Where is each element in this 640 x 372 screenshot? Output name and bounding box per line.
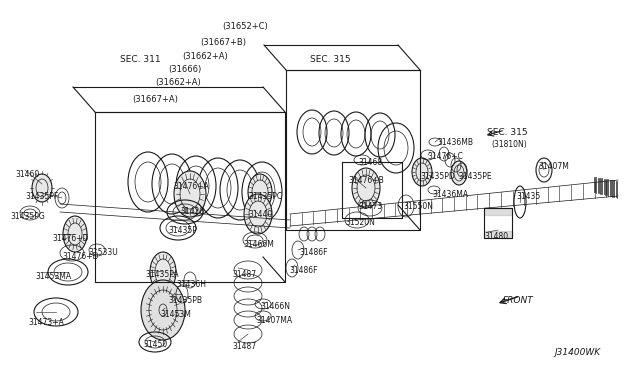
Text: 31435PB: 31435PB bbox=[168, 296, 202, 305]
Text: 31436H: 31436H bbox=[176, 280, 206, 289]
Ellipse shape bbox=[32, 174, 52, 202]
Text: SEC. 315: SEC. 315 bbox=[310, 55, 351, 64]
Text: 31435P: 31435P bbox=[168, 226, 197, 235]
Ellipse shape bbox=[141, 280, 185, 340]
Text: 31435PE: 31435PE bbox=[458, 172, 492, 181]
Ellipse shape bbox=[244, 194, 272, 234]
Text: 31466M: 31466M bbox=[243, 240, 274, 249]
Text: 31435PG: 31435PG bbox=[10, 212, 45, 221]
Text: 31473: 31473 bbox=[358, 202, 382, 211]
Text: 31476+B: 31476+B bbox=[348, 176, 384, 185]
Text: 31476+C: 31476+C bbox=[427, 152, 463, 161]
Text: (31667+B): (31667+B) bbox=[200, 38, 246, 47]
Text: 31468: 31468 bbox=[358, 158, 382, 167]
Text: 31550N: 31550N bbox=[403, 202, 433, 211]
Text: 31435PC: 31435PC bbox=[248, 192, 282, 201]
Text: 31487: 31487 bbox=[232, 270, 256, 279]
Ellipse shape bbox=[248, 174, 272, 210]
Text: (31662+A): (31662+A) bbox=[182, 52, 228, 61]
Text: SEC. 315: SEC. 315 bbox=[487, 128, 527, 137]
Ellipse shape bbox=[63, 216, 87, 252]
Text: (31667+A): (31667+A) bbox=[132, 95, 178, 104]
Text: 31476+A: 31476+A bbox=[173, 182, 209, 191]
Text: (31662+A): (31662+A) bbox=[155, 78, 201, 87]
Text: 31435PF: 31435PF bbox=[25, 192, 58, 201]
Ellipse shape bbox=[352, 168, 380, 208]
Text: 31407MA: 31407MA bbox=[256, 316, 292, 325]
Text: 31453M: 31453M bbox=[160, 310, 191, 319]
Text: 31420: 31420 bbox=[180, 207, 204, 216]
Text: 31476+D: 31476+D bbox=[52, 234, 88, 243]
Text: 31520N: 31520N bbox=[345, 218, 375, 227]
Text: 31486F: 31486F bbox=[289, 266, 317, 275]
Text: 31450: 31450 bbox=[143, 340, 167, 349]
Text: 31453MA: 31453MA bbox=[35, 272, 71, 281]
Text: (31810N): (31810N) bbox=[491, 140, 527, 149]
Text: 31473+A: 31473+A bbox=[28, 318, 64, 327]
Text: (31652+C): (31652+C) bbox=[222, 22, 268, 31]
Text: 31486F: 31486F bbox=[299, 248, 328, 257]
Ellipse shape bbox=[150, 252, 176, 292]
Text: 31435: 31435 bbox=[516, 192, 540, 201]
Ellipse shape bbox=[174, 171, 206, 217]
Text: 31435PA: 31435PA bbox=[145, 270, 179, 279]
Text: 31407M: 31407M bbox=[538, 162, 569, 171]
Text: 31480: 31480 bbox=[484, 232, 508, 241]
Text: 31533U: 31533U bbox=[88, 248, 118, 257]
Text: 31460: 31460 bbox=[15, 170, 39, 179]
Text: FRONT: FRONT bbox=[503, 296, 534, 305]
Text: 31487: 31487 bbox=[232, 342, 256, 351]
Text: 31436MB: 31436MB bbox=[437, 138, 473, 147]
Ellipse shape bbox=[412, 158, 432, 186]
Text: 31466N: 31466N bbox=[260, 302, 290, 311]
Text: 31435PD: 31435PD bbox=[420, 172, 455, 181]
Text: J31400WK: J31400WK bbox=[554, 348, 600, 357]
Text: 31436MA: 31436MA bbox=[432, 190, 468, 199]
Text: 31476+D: 31476+D bbox=[62, 252, 99, 261]
Ellipse shape bbox=[451, 161, 467, 185]
Text: 31440: 31440 bbox=[248, 210, 272, 219]
Text: (31666): (31666) bbox=[168, 65, 201, 74]
Text: SEC. 311: SEC. 311 bbox=[120, 55, 161, 64]
